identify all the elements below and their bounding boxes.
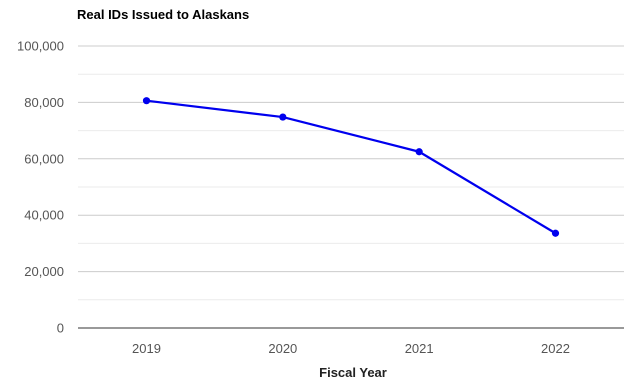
- x-axis-title: Fiscal Year: [319, 365, 387, 380]
- y-tick-label: 20,000: [24, 264, 64, 279]
- data-points: [142, 97, 560, 237]
- x-tick-label: 2022: [541, 341, 570, 356]
- data-point: [142, 97, 151, 105]
- x-tick-labels: 2019 2020 2021 2022: [132, 341, 570, 356]
- y-tick-labels: 0 20,000 40,000 60,000 80,000 100,000: [17, 39, 64, 336]
- chart-title: Real IDs Issued to Alaskans: [77, 7, 250, 22]
- y-tick-label: 60,000: [24, 151, 64, 166]
- y-tick-label: 40,000: [24, 208, 64, 223]
- series-line: [146, 99, 557, 235]
- x-tick-label: 2021: [405, 341, 434, 356]
- grid-major-lines: [78, 45, 624, 273]
- data-point: [279, 113, 287, 121]
- y-tick-label: 100,000: [17, 39, 64, 54]
- x-tick-label: 2019: [132, 341, 161, 356]
- data-point: [415, 148, 423, 156]
- grid-minor-lines: [78, 73, 624, 301]
- y-tick-label: 80,000: [24, 95, 64, 110]
- data-point: [551, 229, 560, 237]
- x-tick-label: 2020: [268, 341, 297, 356]
- y-tick-label: 0: [57, 321, 64, 336]
